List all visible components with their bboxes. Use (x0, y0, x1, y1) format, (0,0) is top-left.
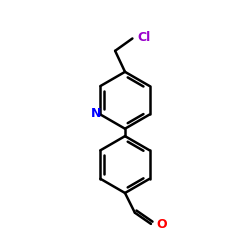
Text: O: O (156, 218, 167, 232)
Text: Cl: Cl (138, 31, 151, 44)
Text: N: N (91, 108, 101, 120)
